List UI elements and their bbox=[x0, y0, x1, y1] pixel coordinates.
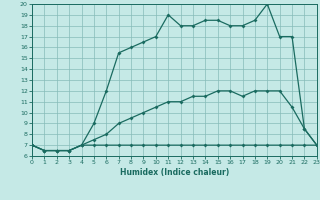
X-axis label: Humidex (Indice chaleur): Humidex (Indice chaleur) bbox=[120, 168, 229, 177]
